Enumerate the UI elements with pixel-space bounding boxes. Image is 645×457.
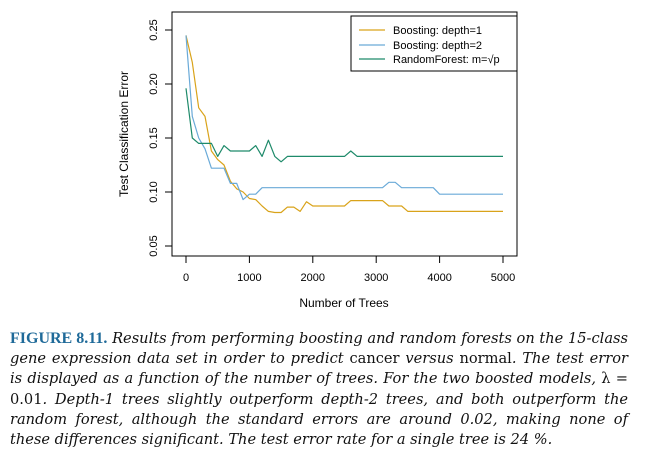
y-axis: 0.05 0.10 0.15 0.20 0.25 — [148, 19, 173, 257]
series-boosting-depth1-line — [185, 35, 503, 214]
y-axis-title: Test Classification Error — [117, 71, 131, 197]
y-tick-label-0.20: 0.20 — [148, 73, 160, 94]
x-axis-title: Number of Trees — [299, 296, 388, 310]
y-tick-label-0.15: 0.15 — [148, 127, 160, 148]
x-tick-label-2000: 2000 — [301, 272, 325, 284]
x-tick-label-5000: 5000 — [491, 272, 515, 284]
figure-caption: FIGURE 8.11. Results from performing boo… — [10, 329, 628, 450]
x-tick-label-3000: 3000 — [364, 272, 388, 284]
legend-label-randomforest: RandomForest: m=√p — [393, 54, 500, 66]
caption-word-versus: versus — [399, 350, 460, 368]
caption-lambda: λ = 0.01 — [10, 370, 628, 408]
series-boosting-depth2-line — [185, 35, 503, 201]
x-tick-label-1000: 1000 — [237, 272, 261, 284]
x-tick-label-0: 0 — [183, 272, 189, 284]
y-tick-label-0.05: 0.05 — [148, 235, 160, 256]
caption-text-1: Results from performing boosting and ran… — [10, 330, 629, 368]
legend: Boosting: depth=1 Boosting: depth=2 Rand… — [350, 15, 518, 72]
legend-box — [350, 15, 518, 72]
series-randomforest-line — [185, 88, 503, 163]
legend-label-depth1: Boosting: depth=1 — [393, 25, 482, 37]
caption-text-3: . Depth-1 trees slightly outperform dept… — [10, 390, 628, 449]
caption-text-2: . The test error is displayed as a funct… — [10, 350, 628, 388]
x-axis: 0 1000 2000 3000 4000 5000 — [183, 255, 515, 284]
figure-label: FIGURE 8.11. — [10, 330, 108, 347]
legend-label-depth2: Boosting: depth=2 — [393, 40, 482, 52]
caption-word-normal: normal — [459, 350, 512, 368]
chart: 0 1000 2000 3000 4000 5000 0.050.100.150.200.… — [117, 11, 518, 310]
x-tick-label-4000: 4000 — [427, 272, 451, 284]
y-tick-label-0.25: 0.25 — [148, 19, 160, 40]
caption-word-cancer: cancer — [349, 350, 400, 368]
y-tick-label-0.10: 0.10 — [148, 181, 160, 202]
series-lines — [185, 35, 503, 214]
